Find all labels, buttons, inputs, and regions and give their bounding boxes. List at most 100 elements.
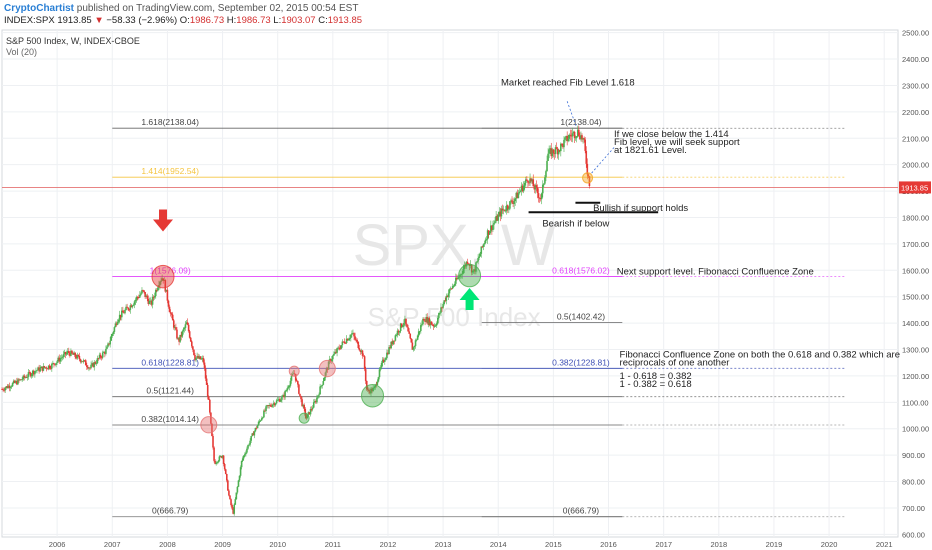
candle-body [381,359,384,363]
candle-body [42,366,45,371]
candle-body [22,375,25,380]
candle-body [3,390,5,391]
candle-body [260,418,263,421]
candle-body [398,330,401,333]
candle-body [540,193,543,200]
y-tick-label: 900.00 [902,451,925,460]
candle-body [40,366,43,369]
highlight-marker [298,412,310,424]
candle-body [424,320,426,322]
candle-body [586,163,589,175]
candle-body [29,372,32,377]
candle-body [332,355,334,360]
candle-body [435,323,438,326]
candle-body [112,331,115,334]
fib-label-left: 1.414(1952.54) [141,166,199,176]
x-tick-label: 2011 [325,540,341,549]
fib-label-left: 0(666.79) [152,506,189,516]
candle-body [439,312,441,314]
candle-body [10,386,13,388]
candle-body [48,365,51,369]
candle-body [146,295,149,299]
candle-body [58,357,61,362]
close-label: C: [318,15,328,26]
candle-body [26,376,29,378]
candle-body [377,377,380,382]
candle-body [571,133,574,137]
candle-body [18,379,20,381]
candle-body [265,406,267,411]
symbol-legend: S&P 500 Index, W, INDEX-CBOE [6,36,140,46]
candle-body [2,389,4,391]
candle-body [587,174,590,177]
candle-body [513,201,515,204]
candle-body [210,412,212,424]
candle-body [248,444,250,446]
candle-body [20,379,22,381]
low-value: 1903.07 [281,15,316,26]
candle-body [68,350,70,353]
candle-body [397,330,400,333]
highlight-marker [288,365,300,377]
candle-body [295,380,298,382]
candle-body [184,324,187,328]
close-value: 1913.85 [327,15,363,26]
candle-body [383,360,386,362]
candle-body [479,253,482,257]
candle-body [8,385,11,389]
candle-body [578,129,580,136]
candle-body [193,349,195,356]
candle-body [177,338,179,340]
candle-body [430,321,433,325]
candle-body [128,309,131,311]
candle-body [466,261,469,264]
candle-body [448,289,451,294]
candle-body [370,388,372,394]
candle-body [30,374,33,377]
candle-body [404,318,406,323]
candle-body [486,230,489,240]
fib-label-right: 0.382(1228.81) [552,357,610,367]
candle-body [433,326,436,327]
candle-body [23,375,26,378]
candle-body [541,184,544,194]
candle-body [584,139,586,151]
candle-body [270,406,273,407]
candle-body [553,153,556,155]
candle-body [132,304,135,306]
candle-body [94,362,97,364]
candle-body [207,396,210,400]
candle-body [311,407,314,410]
candle-body [82,360,85,362]
candle-body [320,385,322,387]
publisher-brand[interactable]: CryptoChartist [4,3,75,14]
y-tick-label: 2000.00 [902,161,929,170]
candle-body [374,384,377,388]
candle-body [520,185,523,191]
candle-body [526,179,528,181]
candle-body [392,340,395,345]
candle-body [186,322,189,325]
candle-body [251,433,254,437]
candle-body [38,367,40,372]
annotation-text: 1 - 0.382 = 0.618 [620,379,692,390]
candle-body [119,314,122,318]
candle-body [485,239,488,241]
candle-body [289,380,292,386]
candles [1,125,591,516]
candle-body [176,329,178,339]
candle-body [131,305,134,308]
candle-body [125,306,127,311]
y-tick-label: 1000.00 [902,425,929,434]
y-tick-label: 2200.00 [902,108,929,117]
candle-body [403,322,405,326]
candle-body [196,356,198,358]
candle-body [574,137,577,139]
quote-line: INDEX:SPX 1913.85 ▼ −58.33 (−2.96%) O:19… [4,15,362,26]
candle-body [124,310,126,314]
candle-body [280,399,282,402]
candle-body [322,381,325,385]
candle-body [473,269,475,271]
candle-body [517,193,520,199]
